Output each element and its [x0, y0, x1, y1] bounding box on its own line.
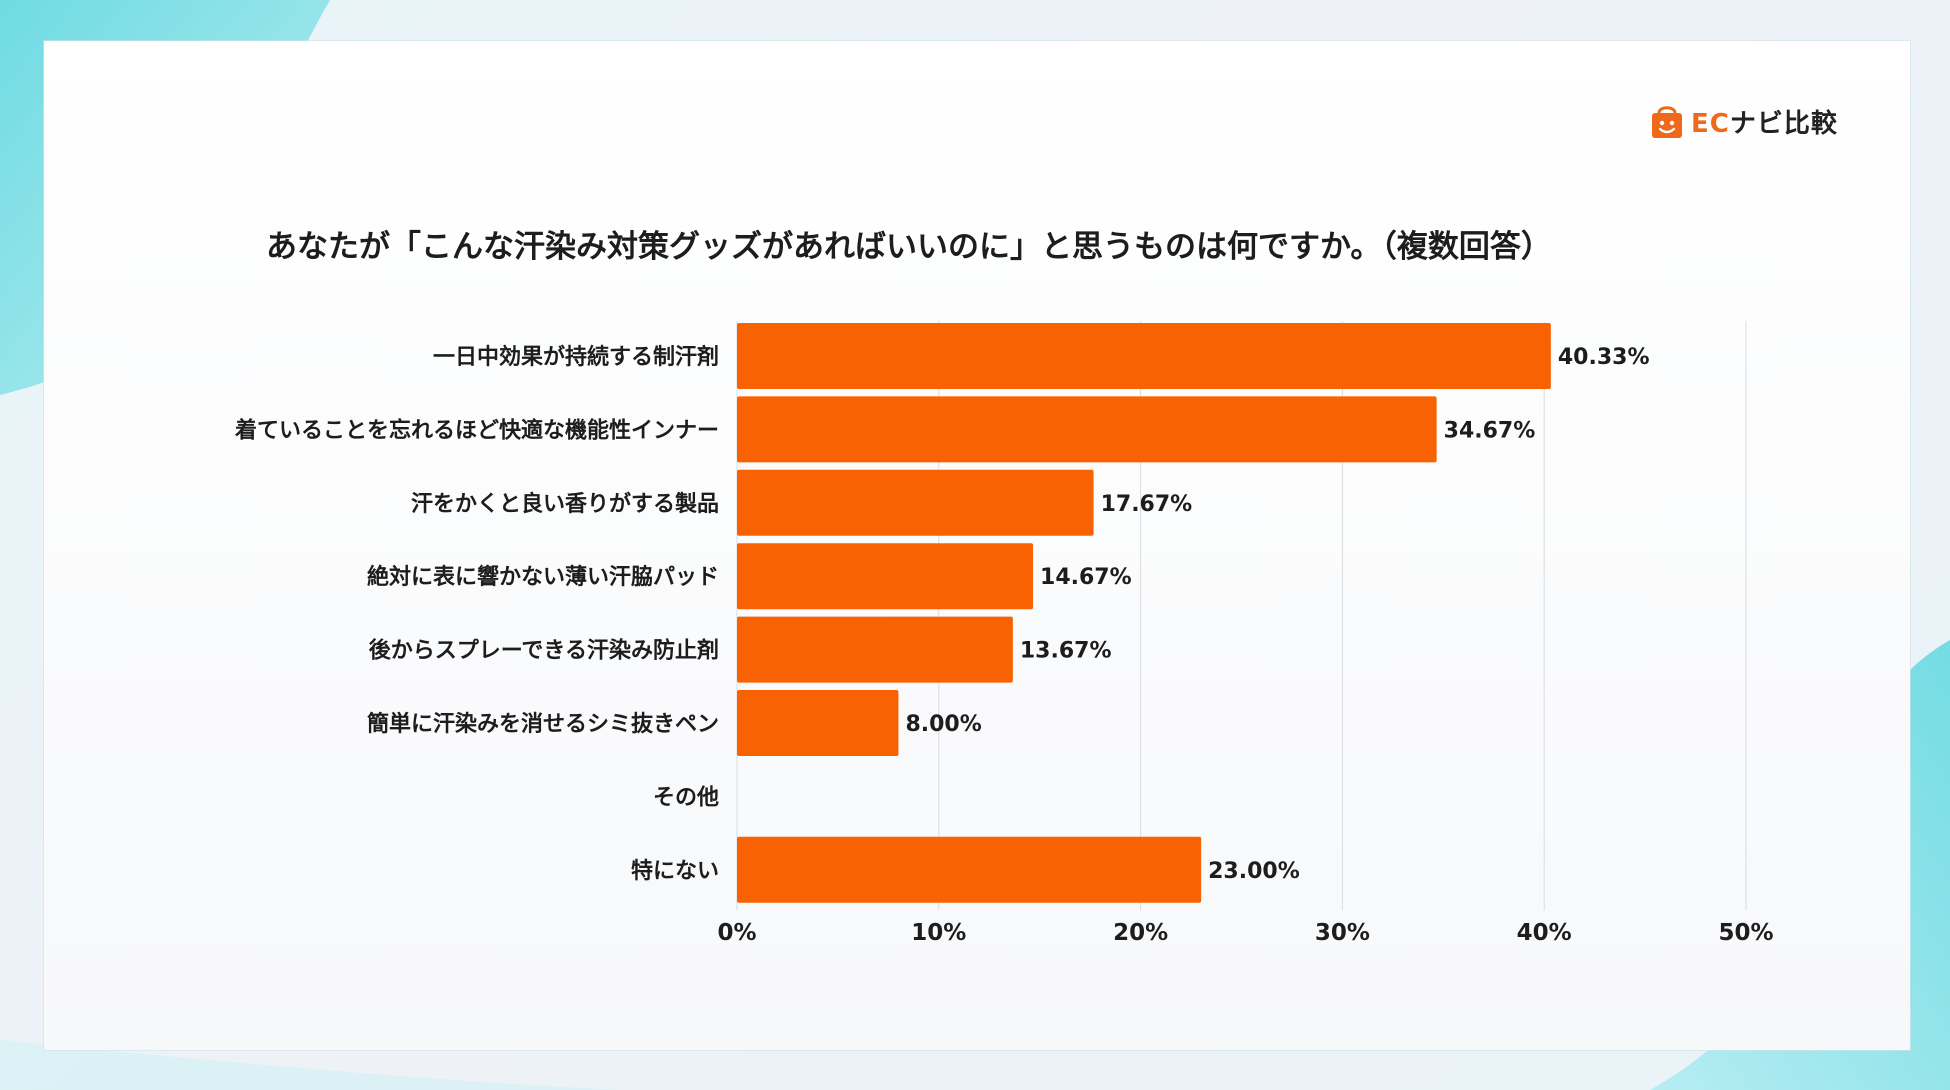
chart-title: あなたが「こんな汗染み対策グッズがあればいいのに」と思うものは何ですか。（複数回… — [266, 229, 1552, 265]
category-label: 絶対に表に響かない薄い汗脇パッド — [367, 564, 719, 590]
data-label: 40.33% — [1558, 345, 1650, 370]
x-tick-label: 50% — [1718, 920, 1773, 946]
bar — [737, 690, 899, 756]
bar — [737, 396, 1437, 463]
bar — [737, 543, 1034, 610]
data-label: 13.67% — [1020, 639, 1112, 664]
shopping-bag-face-icon — [1652, 106, 1682, 138]
category-label: 着ていることを忘れるほど快適な機能性インナー — [234, 417, 719, 443]
brand-logo: ECナビ比較 — [1649, 102, 1838, 140]
bar — [737, 323, 1551, 389]
bar — [737, 469, 1094, 536]
x-tick-label: 20% — [1113, 920, 1168, 946]
x-tick-label: 10% — [911, 920, 966, 946]
x-tick-label: 40% — [1517, 920, 1572, 946]
x-tick-label: 30% — [1315, 920, 1370, 946]
data-label: 34.67% — [1444, 418, 1536, 443]
data-label: 8.00% — [905, 712, 981, 737]
chart-card: ECナビ比較 あなたが「こんな汗染み対策グッズがあればいいのに」と思うものは何で… — [44, 41, 1910, 1050]
category-label: 一日中効果が持続する制汗剤 — [433, 344, 719, 370]
category-label: 後からスプレーできる汗染み防止剤 — [369, 638, 719, 664]
bar — [737, 836, 1202, 903]
x-tick-label: 0% — [717, 920, 756, 946]
category-label: その他 — [653, 785, 719, 810]
data-label: 14.67% — [1040, 565, 1132, 590]
data-label: 17.67% — [1101, 492, 1193, 517]
category-label: 簡単に汗染みを消せるシミ抜きペン — [367, 711, 719, 737]
category-label: 特にない — [631, 858, 719, 884]
data-label: 23.00% — [1208, 859, 1300, 884]
bar — [737, 616, 1013, 683]
brand-name: ECナビ比較 — [1691, 108, 1838, 139]
category-label: 汗をかくと良い香りがする製品 — [411, 491, 719, 517]
bar-chart: 0% 10% 20% 30% 40% 50% 一日中効果が持続する制汗剤 40.33% 着ている… — [234, 321, 1774, 946]
